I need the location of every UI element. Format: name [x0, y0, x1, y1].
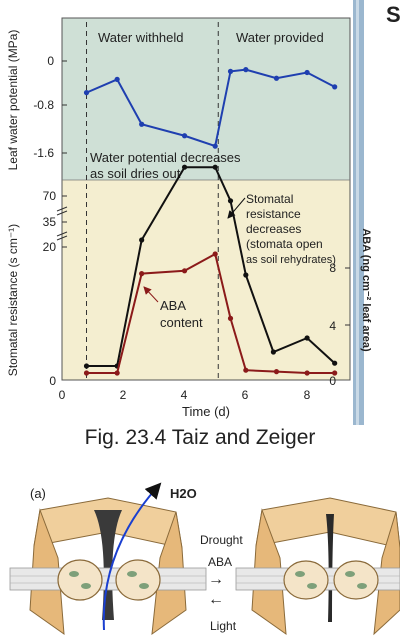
resistance-annotation-line-4: (stomata open	[246, 237, 323, 251]
aba-annotation-arrow	[143, 286, 159, 303]
stomatal-resistance-point-7	[270, 349, 277, 355]
xtick-label-0: 0	[59, 388, 66, 402]
guard-cell-diagram: (a) H2O Drought ABA → ← Light	[9, 482, 400, 636]
stomatal-resistance-point-6	[243, 272, 249, 278]
stomatal-resistance-point-5	[227, 198, 234, 204]
stomatal-resistance-point-0	[83, 363, 90, 369]
closed-stoma-illustration	[235, 497, 400, 636]
resistance-annotation-line-5: as soil rehydrates)	[246, 254, 336, 266]
region-label-withheld: Water withheld	[98, 30, 184, 45]
right-edge-strip-inner	[356, 0, 359, 425]
stomatal-resistance-line	[86, 166, 336, 367]
aba-content-point-0	[83, 370, 90, 376]
aba-annotation-line-2: content	[160, 315, 203, 330]
plot-frame	[61, 17, 351, 381]
aba-content-point-5	[227, 315, 234, 321]
right-ylabel: ABA (ng cm⁻² leaf area)	[360, 228, 372, 352]
water-potential-point-5	[227, 68, 234, 74]
aba-content-point-2	[139, 271, 145, 277]
arrow-right-glyph: →	[208, 571, 224, 588]
xtick-label-8: 8	[304, 388, 311, 402]
aba-content-point-8	[304, 370, 310, 376]
axis-break-mark	[56, 206, 68, 241]
water-potential-series	[83, 67, 338, 149]
bottom-ytick-label-0: 0	[49, 374, 56, 388]
stomatal-resistance-point-2	[139, 237, 145, 243]
xtick-label-2: 2	[120, 388, 127, 402]
water-potential-annotation-line-2: as soil dries out	[90, 166, 181, 181]
top-panel-background	[62, 18, 350, 180]
right-ytick-label-4: 4	[329, 319, 336, 333]
arrow-left-glyph: ←	[208, 591, 224, 608]
aba-label: ABA	[208, 555, 232, 569]
stomatal-resistance-point-8	[304, 335, 310, 341]
water-potential-point-2	[139, 121, 145, 127]
right-ytick-label-8: 8	[329, 261, 336, 275]
stomatal-aba-series	[83, 164, 338, 376]
top-ytick-label-2: -1.6	[33, 146, 54, 160]
bottom-ytick-label-70: 70	[43, 189, 57, 203]
bottom-ylabel: Stomatal resistance (s cm⁻¹)	[6, 224, 20, 376]
water-potential-point-7	[273, 75, 280, 81]
top-ytick-label-0: 0	[47, 54, 54, 68]
bottom-panel-background	[62, 180, 350, 380]
aba-content-point-4	[212, 251, 218, 257]
water-potential-point-4	[212, 143, 218, 149]
aba-content-point-6	[243, 367, 249, 373]
light-label: Light	[210, 619, 237, 633]
stomatal-resistance-point-9	[332, 360, 338, 366]
figure-chart: S Water withheld Water provided 0 -0.8 -…	[6, 0, 400, 425]
water-potential-point-6	[243, 67, 249, 73]
right-ytick-label-0: 0	[329, 374, 336, 388]
aba-content-point-3	[181, 268, 188, 274]
region-label-provided: Water provided	[236, 30, 324, 45]
aba-content-point-1	[114, 370, 120, 376]
water-potential-line	[86, 68, 336, 148]
water-potential-point-1	[114, 76, 120, 82]
water-potential-point-9	[332, 84, 338, 90]
water-potential-point-3	[181, 133, 188, 139]
resistance-annotation-arrow	[227, 197, 246, 219]
water-molecule-label: H2O	[170, 486, 197, 501]
corner-fragment-text: S	[386, 2, 400, 27]
top-ylabel: Leaf water potential (MPa)	[6, 30, 20, 171]
bottom-ytick-label-35: 35	[43, 215, 57, 229]
figure-caption: Fig. 23.4 Taiz and Zeiger	[84, 426, 316, 449]
aba-content-point-9	[332, 370, 338, 376]
stomatal-resistance-point-3	[181, 164, 188, 170]
water-potential-point-8	[304, 69, 310, 76]
xlabel: Time (d)	[182, 404, 230, 419]
water-potential-point-0	[83, 90, 90, 96]
aba-annotation-line-1: ABA	[160, 298, 186, 313]
resistance-annotation-line-2: resistance	[246, 207, 301, 221]
resistance-annotation-line-1: Stomatal	[246, 192, 293, 206]
aba-content-point-7	[273, 369, 280, 375]
resistance-annotation-line-3: decreases	[246, 222, 301, 236]
xtick-label-4: 4	[181, 388, 188, 402]
aba-content-line	[86, 252, 335, 374]
panel-label: (a)	[30, 486, 46, 501]
top-ytick-label-1: -0.8	[33, 98, 54, 112]
drought-label: Drought	[200, 533, 243, 547]
stomatal-resistance-point-4	[212, 164, 218, 170]
xtick-label-6: 6	[242, 388, 249, 402]
open-stoma-illustration	[9, 482, 207, 636]
water-potential-annotation-line-1: Water potential decreases	[90, 150, 241, 165]
bottom-ytick-label-20: 20	[43, 240, 57, 254]
